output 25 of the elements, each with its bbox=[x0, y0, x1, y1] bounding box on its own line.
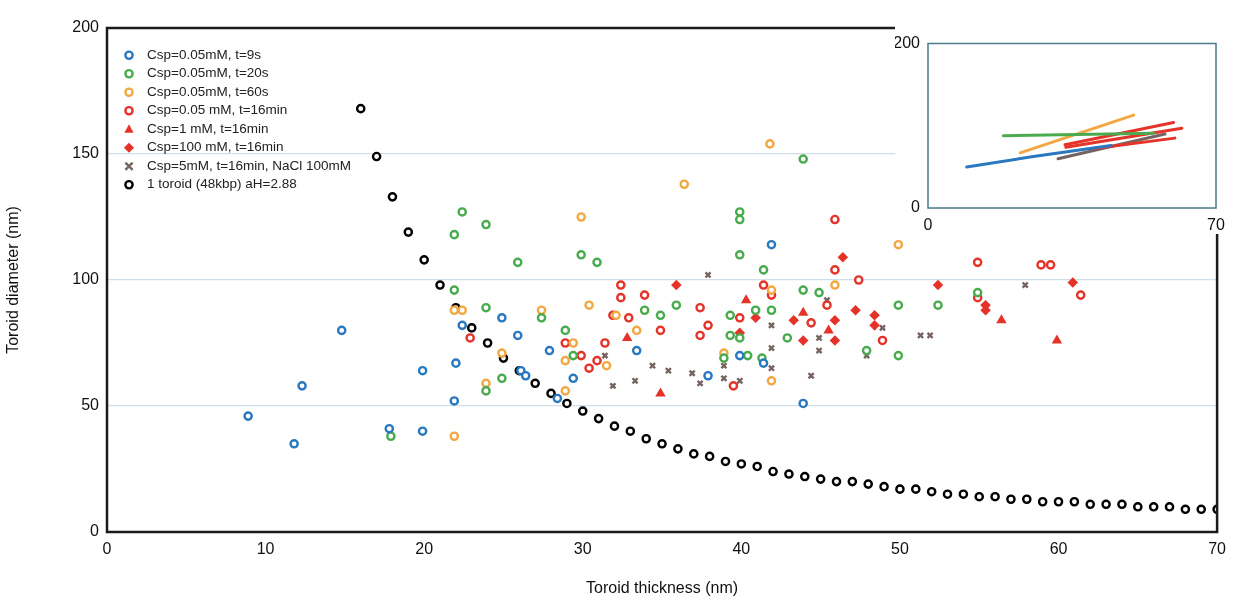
y-tick-label: 200 bbox=[893, 34, 921, 52]
x-tick-label: 0 bbox=[102, 540, 112, 558]
y-tick-label: 200 bbox=[72, 18, 100, 36]
x-tick-label: 10 bbox=[256, 540, 275, 558]
x-tick-label: 70 bbox=[1208, 540, 1227, 558]
y-axis-title: Toroid diameter (nm) bbox=[4, 206, 22, 354]
legend-label: Csp=0.05mM, t=20s bbox=[147, 65, 269, 81]
y-tick-label: 150 bbox=[72, 144, 100, 162]
x-axis-title: Toroid thickness (nm) bbox=[586, 578, 739, 596]
y-tick-label: 0 bbox=[90, 522, 100, 540]
legend-label: Csp=0.05 mM, t=16min bbox=[147, 102, 288, 118]
x-tick-label: 40 bbox=[732, 540, 751, 558]
legend-label: Csp=1 mM, t=16min bbox=[147, 120, 269, 136]
x-tick-label: 30 bbox=[573, 540, 592, 558]
x-tick-label: 60 bbox=[1049, 540, 1068, 558]
legend-label: Csp=0.05mM, t=9s bbox=[147, 46, 262, 62]
x-tick-label: 50 bbox=[891, 540, 909, 558]
x-tick-label: 70 bbox=[1207, 216, 1225, 234]
x-tick-label: 20 bbox=[415, 540, 434, 558]
legend-label: 1 toroid (48kbp) aH=2.88 bbox=[147, 176, 297, 192]
y-tick-label: 50 bbox=[81, 396, 100, 414]
legend-label: Csp=5mM, t=16min, NaCl 100mM bbox=[147, 157, 352, 173]
y-tick-label: 100 bbox=[72, 270, 100, 288]
legend-label: Csp=100 mM, t=16min bbox=[147, 139, 284, 155]
legend-label: Csp=0.05mM, t=60s bbox=[147, 83, 269, 99]
